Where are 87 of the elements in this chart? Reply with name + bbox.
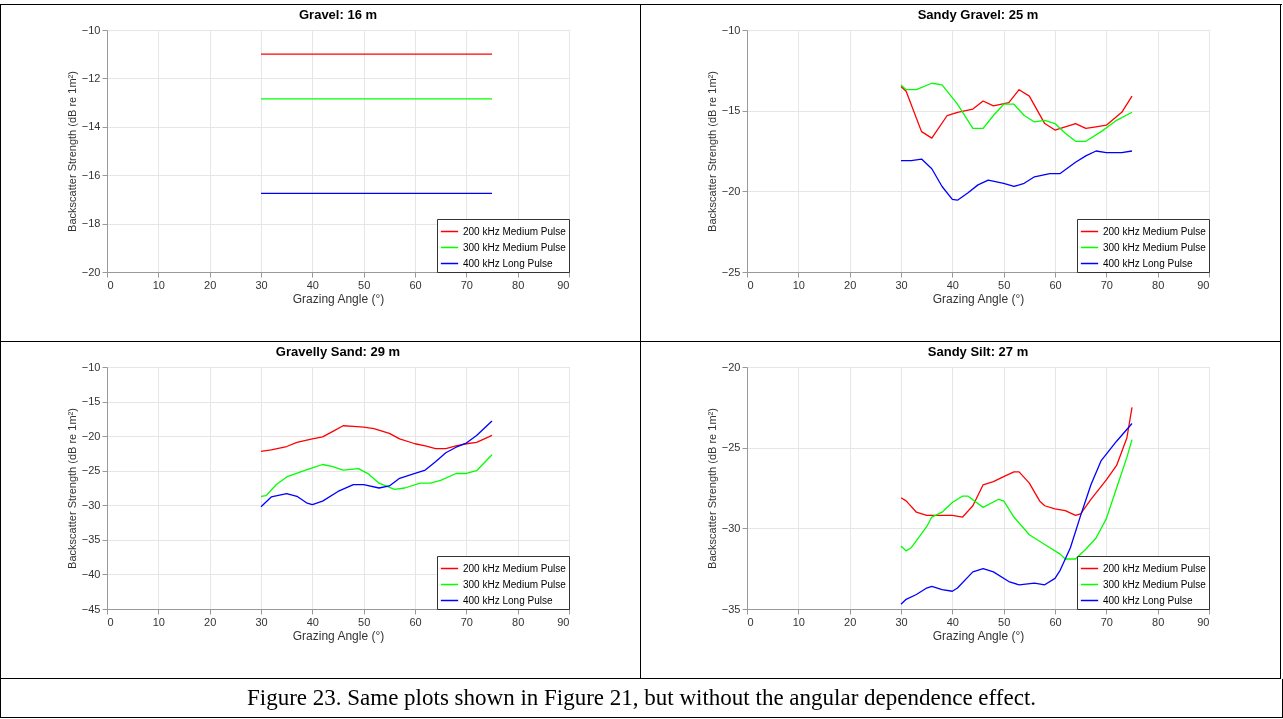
x-tick-label: 0 <box>747 615 754 628</box>
x-tick-label: 10 <box>152 278 165 291</box>
y-tick-label: −16 <box>81 168 101 181</box>
chart-title: Gravel: 16 m <box>298 7 378 22</box>
x-tick-label: 20 <box>204 615 217 628</box>
x-axis-title: Grazing Angle (°) <box>292 628 385 643</box>
y-tick-label: −40 <box>81 567 101 580</box>
x-tick-label: 20 <box>844 278 857 291</box>
x-tick-label: 80 <box>1152 615 1165 628</box>
legend-label: 200 kHz Medium Pulse <box>463 225 567 237</box>
x-axis-title: Grazing Angle (°) <box>932 628 1025 643</box>
x-tick-label: 0 <box>747 278 754 291</box>
x-tick-label: 90 <box>557 278 570 291</box>
x-tick-label: 40 <box>306 278 319 291</box>
x-tick-label: 50 <box>998 278 1011 291</box>
y-tick-label: −25 <box>721 265 741 278</box>
y-tick-label: −18 <box>81 217 101 230</box>
x-tick-label: 30 <box>255 278 268 291</box>
x-tick-label: 10 <box>152 615 165 628</box>
chart-title: Sandy Silt: 27 m <box>927 344 1029 359</box>
y-tick-label: −12 <box>81 71 101 84</box>
chart-title: Sandy Gravel: 25 m <box>917 7 1039 22</box>
x-tick-label: 70 <box>1100 278 1113 291</box>
y-tick-label: −35 <box>81 533 101 546</box>
y-tick-label: −30 <box>721 521 741 534</box>
y-tick-label: −14 <box>81 120 101 133</box>
x-tick-label: 50 <box>358 615 371 628</box>
legend-label: 300 kHz Medium Pulse <box>1103 578 1207 590</box>
y-axis-title: Backscatter Strength (dB re 1m²) <box>65 408 78 569</box>
y-tick-label: −25 <box>721 441 741 454</box>
x-tick-label: 10 <box>792 278 805 291</box>
x-tick-label: 60 <box>409 278 422 291</box>
x-tick-label: 10 <box>792 615 805 628</box>
legend-label: 400 kHz Long Pulse <box>1103 594 1193 606</box>
x-tick-label: 80 <box>1152 278 1165 291</box>
x-tick-label: 70 <box>460 278 473 291</box>
y-tick-label: −30 <box>81 498 101 511</box>
legend-label: 200 kHz Medium Pulse <box>1103 562 1207 574</box>
x-tick-label: 20 <box>204 278 217 291</box>
x-tick-label: 50 <box>358 278 371 291</box>
y-tick-label: −20 <box>81 265 101 278</box>
x-tick-label: 30 <box>895 278 908 291</box>
y-tick-label: −15 <box>721 104 741 117</box>
legend-label: 300 kHz Medium Pulse <box>463 578 567 590</box>
y-tick-label: −20 <box>81 429 101 442</box>
legend-label: 200 kHz Medium Pulse <box>463 562 567 574</box>
chart-title: Gravelly Sand: 29 m <box>275 344 401 359</box>
legend-label: 300 kHz Medium Pulse <box>463 241 567 253</box>
x-tick-label: 40 <box>306 615 319 628</box>
x-tick-label: 60 <box>1049 278 1062 291</box>
x-axis-title: Grazing Angle (°) <box>932 291 1025 306</box>
x-tick-label: 30 <box>895 615 908 628</box>
x-tick-label: 0 <box>107 615 114 628</box>
y-tick-label: −35 <box>721 602 741 615</box>
x-tick-label: 90 <box>1197 615 1210 628</box>
x-tick-label: 30 <box>255 615 268 628</box>
y-axis-title: Backscatter Strength (dB re 1m²) <box>705 71 718 232</box>
legend-label: 400 kHz Long Pulse <box>463 257 553 269</box>
caption: Figure 23. Same plots shown in Figure 21, but without the angular dependence effect. <box>245 685 1038 711</box>
x-tick-label: 60 <box>409 615 422 628</box>
y-tick-label: −10 <box>81 360 101 373</box>
y-tick-label: −15 <box>81 395 101 408</box>
x-tick-label: 80 <box>512 278 525 291</box>
x-tick-label: 40 <box>946 278 959 291</box>
x-tick-label: 20 <box>844 615 857 628</box>
x-tick-label: 40 <box>946 615 959 628</box>
y-axis-title: Backscatter Strength (dB re 1m²) <box>65 71 78 232</box>
x-tick-label: 90 <box>557 615 570 628</box>
x-tick-label: 80 <box>512 615 525 628</box>
y-tick-label: −10 <box>81 23 101 36</box>
x-axis-title: Grazing Angle (°) <box>292 291 385 306</box>
y-axis-title: Backscatter Strength (dB re 1m²) <box>705 408 718 569</box>
x-tick-label: 0 <box>107 278 114 291</box>
y-tick-label: −45 <box>81 602 101 615</box>
y-tick-label: −10 <box>721 23 741 36</box>
x-tick-label: 70 <box>1100 615 1113 628</box>
x-tick-label: 70 <box>460 615 473 628</box>
legend-label: 400 kHz Long Pulse <box>1103 257 1193 269</box>
legend-label: 300 kHz Medium Pulse <box>1103 241 1207 253</box>
x-tick-label: 50 <box>998 615 1011 628</box>
x-tick-label: 60 <box>1049 615 1062 628</box>
y-tick-label: −20 <box>721 184 741 197</box>
y-tick-label: −20 <box>721 360 741 373</box>
legend-label: 400 kHz Long Pulse <box>463 594 553 606</box>
y-tick-label: −25 <box>81 464 101 477</box>
x-tick-label: 90 <box>1197 278 1210 291</box>
legend-label: 200 kHz Medium Pulse <box>1103 225 1207 237</box>
